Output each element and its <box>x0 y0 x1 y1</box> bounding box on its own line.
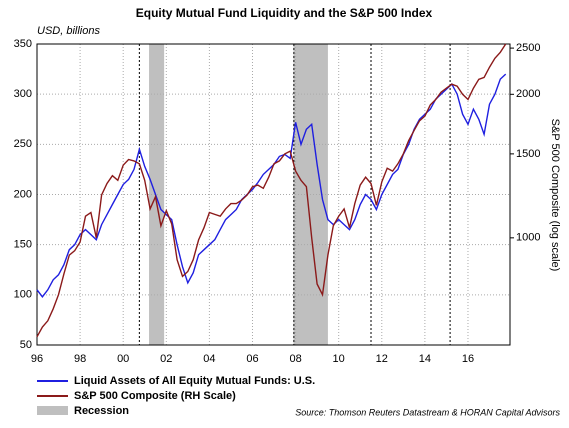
series-line <box>36 73 507 298</box>
source-note: Source: Thomson Reuters Datastream & HOR… <box>295 407 560 417</box>
x-tick-label: 08 <box>289 353 301 365</box>
x-tick-label: 98 <box>74 353 86 365</box>
x-tick-label: 14 <box>419 353 431 365</box>
recession-band <box>149 44 165 345</box>
y2-tick-label: 2500 <box>516 42 540 54</box>
x-tick-label: 00 <box>117 353 129 365</box>
y-tick-label: 150 <box>14 239 32 251</box>
chart-title: Equity Mutual Fund Liquidity and the S&P… <box>136 6 433 20</box>
x-tick-label: 10 <box>333 353 345 365</box>
x-tick-label: 16 <box>462 353 474 365</box>
x-tick-label: 12 <box>376 353 388 365</box>
x-tick-label: 96 <box>31 353 43 365</box>
x-tick-label: 06 <box>246 353 258 365</box>
y-tick-label: 50 <box>20 339 32 351</box>
y-tick-label: 300 <box>14 88 32 100</box>
y-tick-label: 350 <box>14 38 32 50</box>
y2-tick-label: 1500 <box>516 148 540 160</box>
x-tick-label: 02 <box>160 353 172 365</box>
y-tick-label: 200 <box>14 188 32 200</box>
y-tick-label: 250 <box>14 138 32 150</box>
legend-label: Recession <box>74 405 129 417</box>
y2-tick-label: 1000 <box>516 232 540 244</box>
y2-tick-label: 2000 <box>516 88 540 100</box>
unit-note: USD, billions <box>37 25 100 37</box>
y-tick-label: 100 <box>14 289 32 301</box>
y2-axis-label: S&P 500 Composite (log scale) <box>549 119 561 272</box>
legend-label: S&P 500 Composite (RH Scale) <box>74 390 236 402</box>
plot-frame <box>36 43 511 346</box>
series-line <box>36 43 507 338</box>
x-tick-label: 04 <box>203 353 215 365</box>
legend-label: Liquid Assets of All Equity Mutual Funds… <box>74 375 315 387</box>
legend-swatch <box>37 406 68 415</box>
